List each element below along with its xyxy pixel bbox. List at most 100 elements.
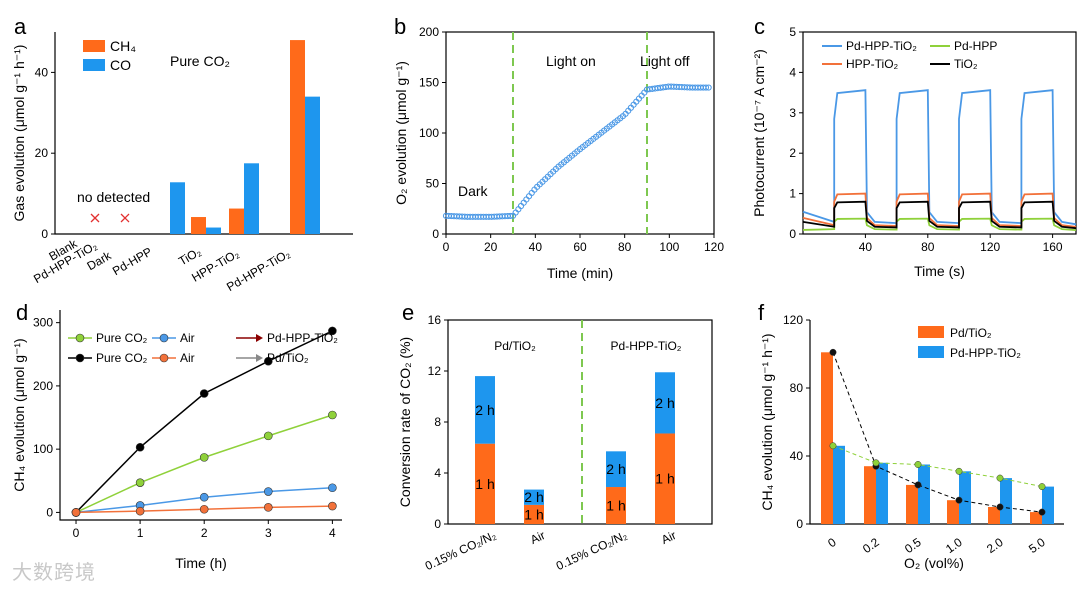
region-label-light-on: Light on xyxy=(546,53,596,69)
panel-a: 0 20 40 Gas evolution (μmol g⁻¹ h⁻¹) no dete… xyxy=(11,32,353,294)
legend-label: Pd-HPP-TiO₂ xyxy=(267,331,338,345)
data-point xyxy=(263,431,273,441)
y-tick-label: 20 xyxy=(35,146,49,160)
legend-marker xyxy=(75,333,85,343)
y-tick-label: 40 xyxy=(790,449,804,463)
legend-label: HPP-TiO₂ xyxy=(846,57,899,71)
y-tick-label: 300 xyxy=(33,316,53,330)
legend-swatch xyxy=(918,326,944,338)
category-label: 0.2 xyxy=(860,535,882,556)
x-axis-label: Time (s) xyxy=(914,263,965,279)
y-tick-label: 200 xyxy=(33,379,53,393)
x-tick-label: 20 xyxy=(484,240,498,254)
bar-co xyxy=(206,227,221,234)
data-point xyxy=(263,356,273,366)
x-tick-label: 80 xyxy=(618,240,632,254)
y-axis-label: CH₄ evolution (μmol g⁻¹ h⁻¹) xyxy=(759,333,775,510)
bar-co xyxy=(170,182,185,234)
legend-label: Pd/TiO₂ xyxy=(267,351,309,365)
trend-point xyxy=(914,461,922,468)
y-tick-label: 2 xyxy=(789,146,796,160)
panel-c: 0 1 2 3 4 5 40 80 120 160 Photocurrent (10⁻⁷ A cm⁻… xyxy=(751,25,1077,279)
data-point xyxy=(705,84,712,91)
x-tick-label: 120 xyxy=(704,240,724,254)
y-tick-label: 100 xyxy=(33,442,53,456)
category-label: 0.15% CO₂/N₂ xyxy=(423,528,499,573)
data-point xyxy=(507,212,514,220)
bar-pd-tio2 xyxy=(988,507,1000,524)
data-point xyxy=(328,326,337,336)
segment-label: 2 h xyxy=(606,461,625,477)
no-detected-mark xyxy=(120,213,130,223)
watermark: 大数跨境 xyxy=(12,562,96,584)
bar-pd-tio2 xyxy=(1030,512,1042,524)
legend-label-co: CO xyxy=(110,57,131,73)
bar-1h xyxy=(655,433,675,524)
trend-line xyxy=(832,352,1043,513)
trend-point xyxy=(1038,508,1046,516)
bar-pd-hpp-tio2 xyxy=(833,445,845,524)
y-axis-label: CH₄ evolution (μmol g⁻¹) xyxy=(11,338,27,491)
bar-2h xyxy=(655,372,675,434)
segment-label: 2 h xyxy=(524,489,543,505)
segment-label: 1 h xyxy=(606,498,625,514)
data-point xyxy=(199,453,209,462)
data-point xyxy=(328,501,337,511)
bar-pd-hpp-tio2 xyxy=(1042,486,1054,524)
x-tick-label: 1 xyxy=(137,526,144,540)
y-tick-label: 40 xyxy=(35,65,49,79)
legend-marker xyxy=(75,353,85,363)
bar-pd-hpp-tio2 xyxy=(1000,478,1012,524)
trend-point xyxy=(955,467,963,475)
plot-axes xyxy=(59,310,342,521)
bar-1h xyxy=(524,504,544,524)
category-label: Air xyxy=(659,528,678,547)
plot-frame xyxy=(802,31,1077,235)
photocurrent-line xyxy=(802,192,1077,228)
bar-pd-hpp-tio2 xyxy=(959,471,971,524)
panel-f: 0 40 80 120 CH₄ evolution (μmol g⁻¹ h⁻¹) O₂ (… xyxy=(759,313,1064,571)
category-label: TiO₂ xyxy=(176,244,204,268)
legend-label: Pd-HPP-TiO₂ xyxy=(846,39,917,53)
y-tick-label: 80 xyxy=(790,381,804,395)
legend-swatch-ch4 xyxy=(83,40,105,52)
y-tick-label: 150 xyxy=(419,76,439,90)
bar-1h xyxy=(475,443,495,524)
x-tick-label: 0 xyxy=(443,240,450,254)
y-tick-label: 50 xyxy=(426,177,440,191)
x-tick-label: 2 xyxy=(201,526,208,540)
photocurrent-line xyxy=(802,217,1077,232)
data-point xyxy=(328,410,337,420)
y-tick-label: 120 xyxy=(783,313,803,327)
legend-label: Air xyxy=(180,351,195,365)
x-tick-label: 40 xyxy=(859,240,873,254)
data-point xyxy=(71,508,81,517)
segment-label: 1 h xyxy=(475,476,494,492)
trend-point xyxy=(829,442,837,450)
trend-line xyxy=(832,445,1043,488)
bar-co xyxy=(244,163,259,234)
y-tick-label: 0 xyxy=(432,227,439,241)
x-tick-label: 60 xyxy=(573,240,587,254)
bar-pd-hpp-tio2 xyxy=(876,462,888,524)
legend-arrow-head xyxy=(256,354,263,362)
legend-arrow-head xyxy=(256,334,263,342)
data-point xyxy=(199,389,209,398)
data-point xyxy=(135,506,145,516)
y-tick-label: 8 xyxy=(434,415,441,429)
category-label: 0.15% CO₂/N₂ xyxy=(554,528,630,573)
y-tick-label: 0 xyxy=(434,517,441,531)
data-point xyxy=(702,84,710,91)
y-tick-label: 3 xyxy=(789,106,796,120)
trend-point xyxy=(829,348,837,356)
bar-ch4 xyxy=(290,40,305,234)
x-axis-label: Time (h) xyxy=(175,555,227,571)
segment-label: 2 h xyxy=(655,395,674,411)
panel-letter-d: d xyxy=(16,300,28,325)
legend-marker xyxy=(159,333,169,343)
y-axis-label: Gas evolution (μmol g⁻¹ h⁻¹) xyxy=(11,45,27,222)
bar-ch4 xyxy=(191,217,206,234)
no-detected-mark xyxy=(90,213,100,223)
